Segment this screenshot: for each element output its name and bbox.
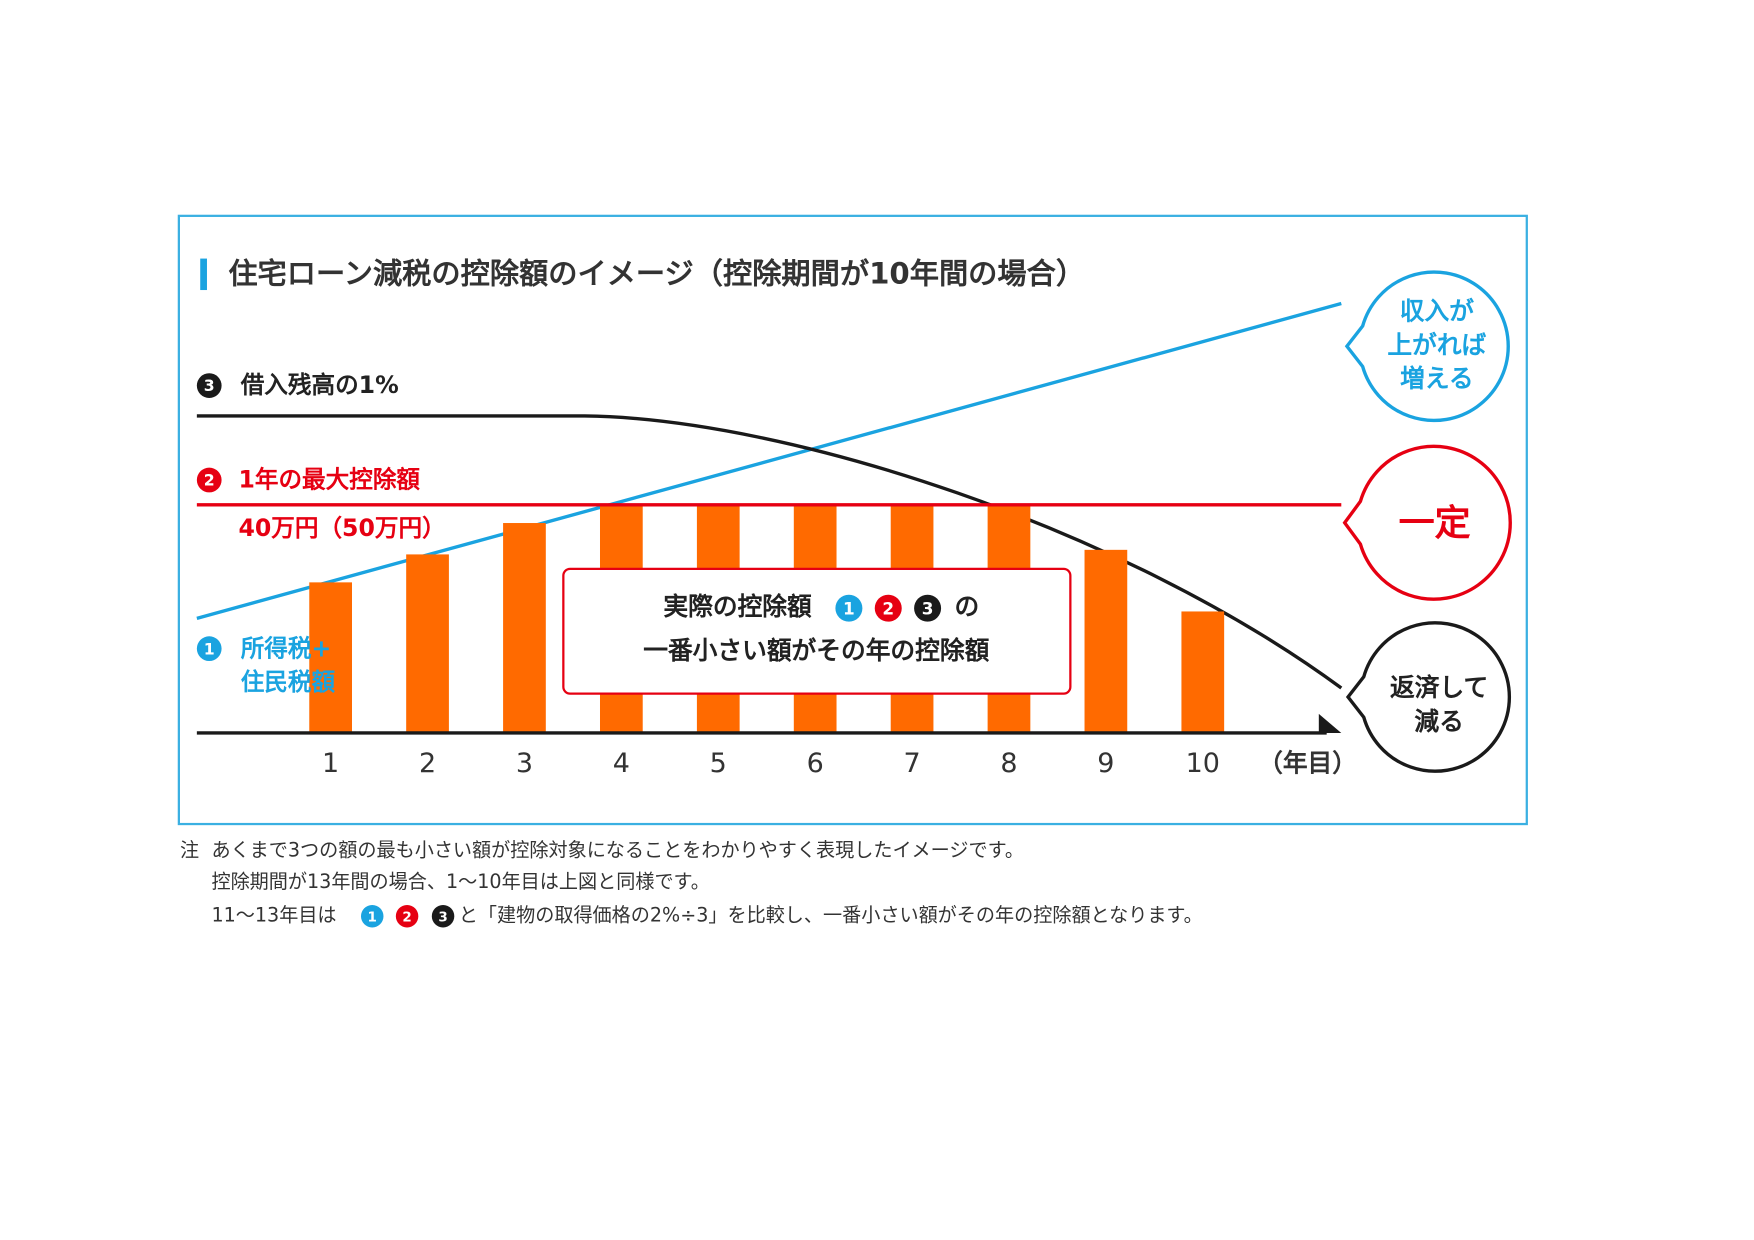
- marker-3: [431, 904, 455, 928]
- marker-text: 2: [402, 909, 411, 925]
- bar: [309, 582, 352, 733]
- bubble-income: [1344, 270, 1510, 423]
- note: あくまで3つの額の最も小さい額が控除対象になることをわかりやすく表現したイメージ…: [211, 839, 1023, 862]
- marker-text: 2: [204, 471, 215, 490]
- marker-1: [196, 636, 222, 662]
- box-text: 一番小さい額がその年の控除額: [643, 636, 989, 665]
- frame: [177, 214, 1528, 826]
- x-tick-label: 4: [613, 748, 630, 779]
- bar: [503, 523, 546, 733]
- limit-label: 40万円（50万円）: [238, 514, 445, 542]
- note: 控除期間が13年間の場合、1～10年目は上図と同様です。: [211, 870, 709, 893]
- balance-curve: [196, 414, 1343, 690]
- x-tick-label: 10: [1186, 748, 1220, 779]
- marker-2: [395, 904, 419, 928]
- x-tick-label: 8: [1000, 748, 1017, 779]
- marker-2: [874, 594, 902, 622]
- x-tick-label: 9: [1097, 748, 1114, 779]
- bar: [1084, 549, 1128, 733]
- x-unit-label: （年目）: [1258, 748, 1357, 777]
- x-tick-label: 3: [516, 748, 533, 779]
- marker-3: [196, 373, 222, 398]
- x-tick-label: 2: [419, 748, 436, 779]
- marker-text: 2: [882, 598, 894, 618]
- x-tick-label: 1: [322, 748, 339, 779]
- title-accent: [200, 258, 207, 291]
- annotation: 住民税額: [241, 668, 336, 696]
- marker-1: [360, 904, 384, 928]
- marker-2: [196, 467, 222, 493]
- note: 11～13年目は: [211, 904, 336, 927]
- bubble-constant: [1342, 444, 1512, 601]
- note: と「建物の取得価格の2%÷3」を比較し、一番小さい額がその年の控除額となります。: [459, 904, 1203, 927]
- annotation: 借入残高の1%: [240, 371, 399, 399]
- bubble-text: 返済して: [1390, 673, 1488, 702]
- chart-title: 住宅ローン減税の控除額のイメージ（控除期間が10年間の場合）: [228, 256, 1085, 290]
- marker-text: 1: [843, 598, 855, 618]
- bubble-text: 減る: [1414, 707, 1463, 736]
- bubble-text: 増える: [1400, 364, 1473, 393]
- income-line: [196, 301, 1342, 620]
- x-tick-label: 5: [710, 748, 727, 779]
- axis-arrow: [1318, 713, 1342, 733]
- marker-text: 3: [204, 376, 215, 395]
- center-box: 実際の控除額 1 2 3 の 一番小さい額がその年の控除額: [562, 567, 1072, 695]
- annotation: 所得税+: [241, 634, 332, 662]
- marker-text: 1: [368, 909, 377, 925]
- bar: [1181, 611, 1225, 733]
- x-tick-label: 7: [903, 748, 920, 779]
- x-tick-label: 6: [807, 748, 824, 779]
- marker-text: 3: [922, 598, 934, 618]
- box-text: の: [955, 592, 980, 621]
- bubble-text: 収入が: [1400, 297, 1474, 326]
- marker-1: [835, 594, 863, 622]
- box: [562, 567, 1072, 695]
- note-prefix: 注: [180, 839, 199, 862]
- box-text: 実際の控除額: [663, 592, 812, 621]
- marker-3: [914, 594, 942, 622]
- marker-text: 1: [204, 639, 215, 658]
- bubble-repay: [1345, 621, 1512, 773]
- bubble-text: 一定: [1399, 503, 1471, 544]
- annotation: 1年の最大控除額: [238, 466, 420, 494]
- bar: [406, 554, 449, 733]
- bubble-text: 上がれば: [1387, 330, 1486, 359]
- marker-text: 3: [438, 909, 447, 925]
